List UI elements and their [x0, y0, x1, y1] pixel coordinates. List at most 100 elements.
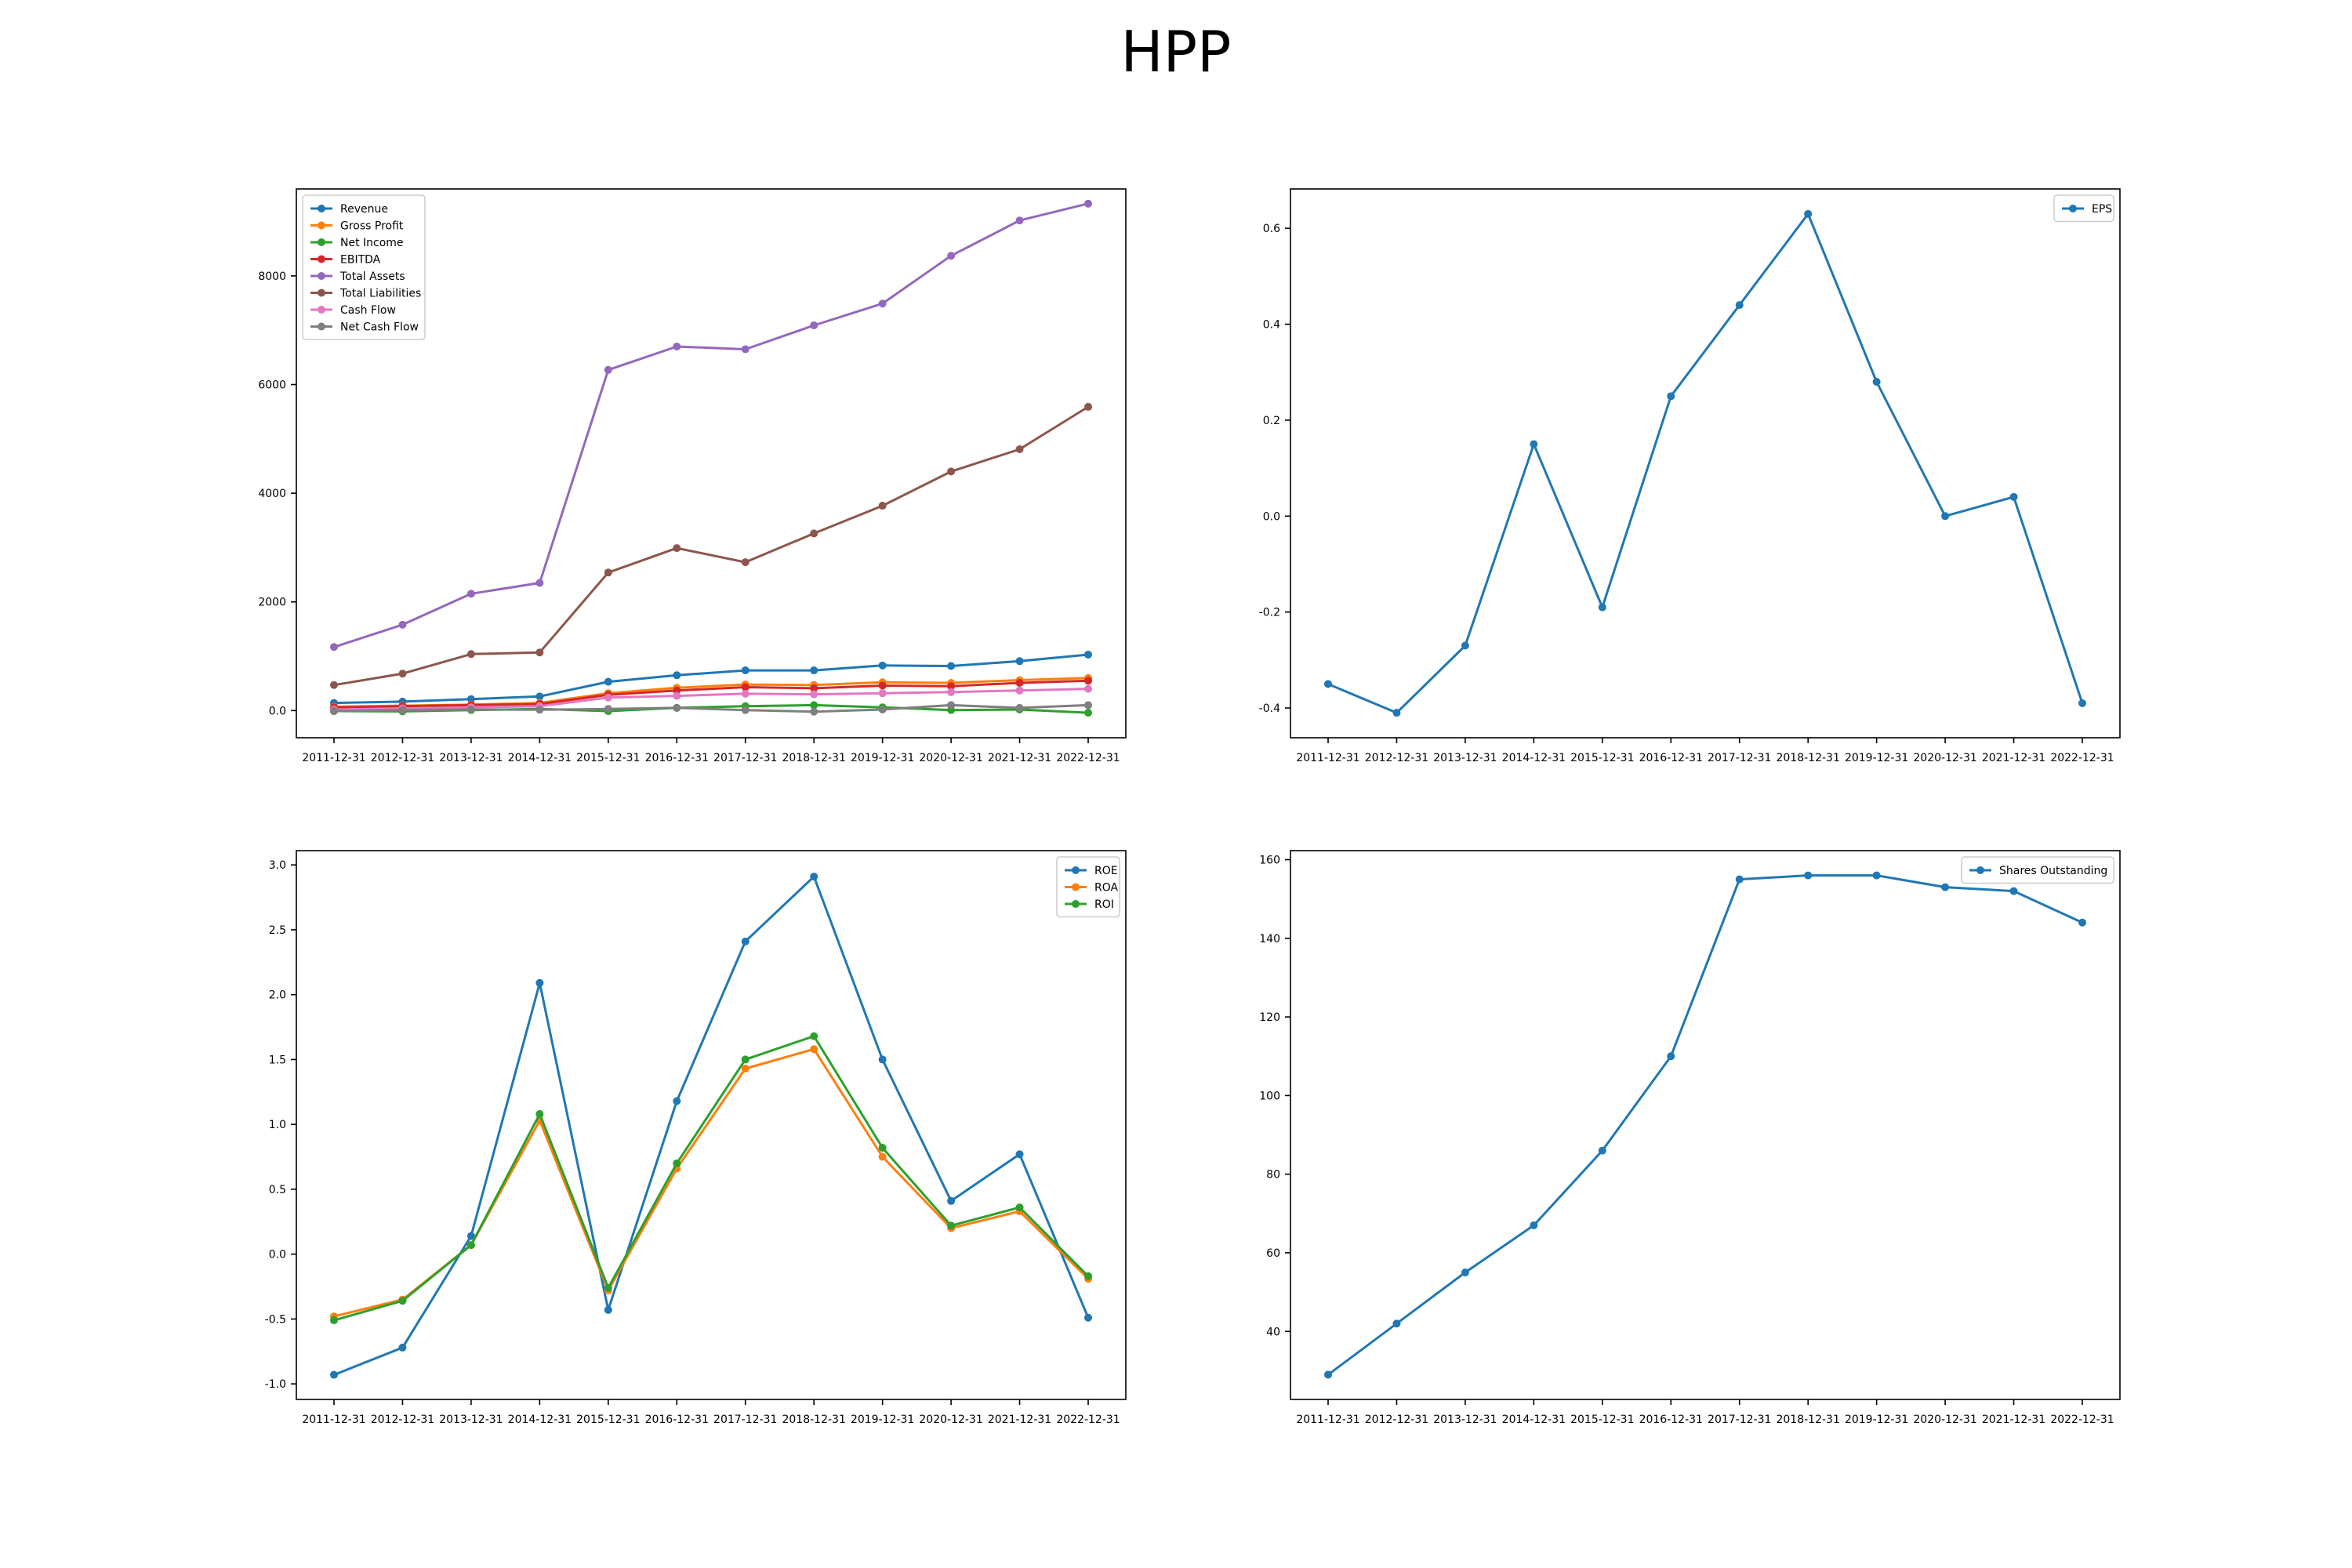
data-point [1530, 1221, 1538, 1229]
legend-label: Revenue [340, 203, 388, 216]
x-tick-label: 2019-12-31 [1845, 1414, 1908, 1426]
data-point [810, 707, 818, 716]
data-point [1015, 216, 1024, 225]
x-tick-label: 2012-12-31 [371, 752, 434, 764]
plot-area-frame [296, 850, 1127, 1400]
x-tick-label: 2015-12-31 [1570, 752, 1634, 764]
x-tick-label: 2017-12-31 [1708, 752, 1771, 764]
data-point [1392, 709, 1401, 717]
data-point [1324, 1370, 1332, 1379]
legend-label: Net Cash Flow [340, 321, 419, 334]
series-line [333, 875, 1090, 1376]
data-point [878, 689, 887, 698]
data-point [1941, 512, 1950, 521]
legend-label: Shares Outstanding [1999, 865, 2107, 877]
x-tick-label: 2022-12-31 [1056, 1414, 1120, 1426]
data-point [1084, 709, 1092, 717]
data-point [1598, 1146, 1606, 1155]
x-tick-label: 2011-12-31 [1296, 1414, 1359, 1426]
y-tick-label: 2.5 [269, 924, 286, 937]
data-point [1084, 402, 1092, 411]
data-point [810, 321, 818, 329]
x-tick-label: 2021-12-31 [988, 1414, 1051, 1426]
x-tick-label: 2017-12-31 [713, 1414, 777, 1426]
x-tick-label: 2014-12-31 [1502, 1414, 1566, 1426]
data-point [741, 1055, 750, 1064]
data-point [1598, 603, 1606, 612]
data-point [1084, 684, 1092, 693]
y-tick-label: 60 [1266, 1247, 1280, 1260]
legend-marker [318, 221, 325, 230]
data-point [1084, 199, 1092, 208]
x-tick-label: 2011-12-31 [302, 1414, 365, 1426]
data-point [1392, 1319, 1401, 1328]
data-point [398, 1297, 407, 1305]
x-tick-label: 2014-12-31 [1502, 752, 1566, 764]
data-point [1015, 657, 1024, 666]
y-tick-label: -0.5 [265, 1313, 286, 1326]
data-point [673, 342, 681, 350]
x-tick-label: 2011-12-31 [302, 752, 365, 764]
x-tick-label: 2013-12-31 [1433, 752, 1497, 764]
x-tick-label: 2020-12-31 [1913, 752, 1976, 764]
legend-marker [1976, 866, 1984, 874]
y-tick-label: 6000 [258, 379, 286, 392]
data-point [1015, 703, 1024, 712]
y-tick-label: 8000 [258, 270, 286, 283]
data-point [398, 620, 407, 629]
data-point [1804, 209, 1813, 218]
series-line [333, 703, 1089, 713]
x-tick-label: 2018-12-31 [1776, 1414, 1839, 1426]
data-point [466, 695, 475, 703]
y-tick-label: 140 [1259, 933, 1280, 946]
data-point [810, 873, 818, 881]
x-tick-label: 2019-12-31 [851, 1414, 914, 1426]
legend-label: ROA [1094, 882, 1119, 895]
data-point [2009, 887, 2018, 895]
y-tick-label: 2000 [258, 597, 286, 609]
x-tick-label: 2022-12-31 [1056, 752, 1120, 764]
data-point [810, 1045, 818, 1054]
y-tick-label: -1.0 [265, 1378, 286, 1391]
data-point [1941, 883, 1950, 891]
y-tick-label: 1.0 [269, 1119, 286, 1131]
x-tick-label: 2021-12-31 [1982, 1414, 2045, 1426]
legend-label: Total Assets [339, 270, 405, 283]
x-tick-label: 2021-12-31 [1982, 752, 2045, 764]
legend-marker [318, 272, 325, 280]
data-point [604, 705, 612, 713]
y-tick-label: 0.4 [1263, 319, 1280, 332]
legend-label: Total Liabilities [339, 288, 421, 300]
y-tick-label: -0.2 [1259, 607, 1280, 619]
data-point [673, 1159, 681, 1167]
data-point [810, 529, 818, 538]
series-line [333, 1035, 1090, 1322]
figure-title: HPP [1120, 19, 1232, 85]
legend: ROE ROA ROI [1056, 856, 1120, 918]
data-point [810, 690, 818, 699]
legend-label: Cash Flow [340, 304, 396, 317]
data-point [398, 1343, 407, 1352]
legend-marker [1072, 883, 1080, 891]
x-tick-label: 2012-12-31 [371, 1414, 434, 1426]
x-tick-label: 2020-12-31 [919, 752, 982, 764]
legend-box [302, 194, 426, 340]
data-point [330, 1316, 338, 1325]
x-tick-label: 2015-12-31 [576, 1414, 640, 1426]
legend-marker [318, 255, 325, 263]
x-tick-label: 2011-12-31 [1296, 752, 1359, 764]
data-point [947, 1196, 956, 1205]
x-tick-label: 2013-12-31 [439, 1414, 503, 1426]
eps-chart: 2011-12-31 2012-12-31 2013-12-31 2014-12-31… [1259, 188, 2121, 764]
data-point [673, 703, 681, 712]
x-tick-label: 2017-12-31 [1708, 1414, 1771, 1426]
legend-label: Gross Profit [340, 220, 404, 233]
plot-area-frame [296, 188, 1127, 739]
data-point [1015, 679, 1024, 687]
x-tick-label: 2020-12-31 [1913, 1414, 1976, 1426]
data-point [741, 1065, 750, 1073]
x-tick-label: 2013-12-31 [439, 752, 503, 764]
data-point [1461, 641, 1469, 650]
legend-marker [318, 289, 325, 297]
data-point [535, 579, 544, 587]
